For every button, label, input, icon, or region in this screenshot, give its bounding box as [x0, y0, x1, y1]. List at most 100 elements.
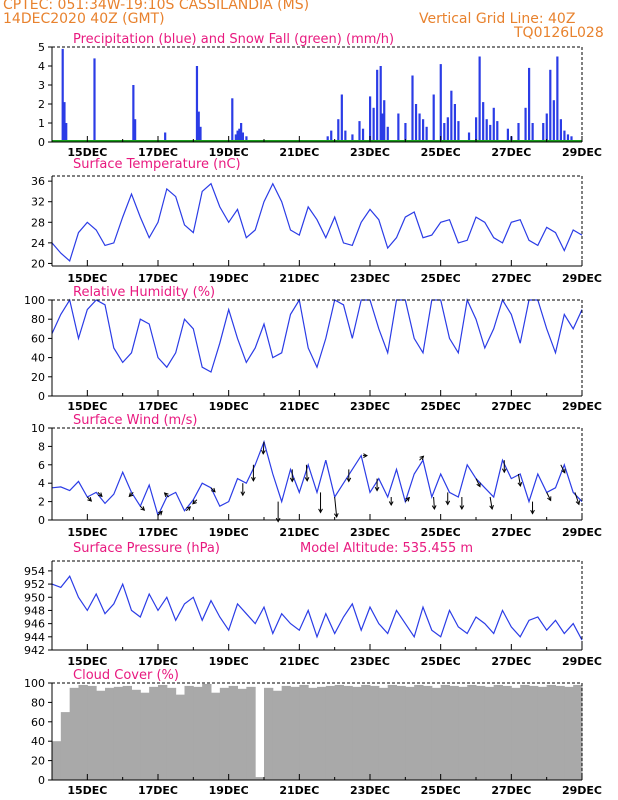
y-tick-label: 36	[31, 175, 45, 188]
y-tick-label: 1	[38, 117, 45, 130]
x-tick-label: 21DEC	[279, 655, 319, 668]
cloud-bar	[184, 685, 194, 780]
x-tick-label: 19DEC	[209, 400, 249, 413]
wind-arrow	[489, 496, 493, 510]
precip-bar	[563, 130, 566, 142]
wind-arrowhead	[318, 508, 323, 514]
cloud-bar	[537, 686, 548, 780]
y-tick-label: 952	[24, 578, 45, 591]
precip-bar	[241, 132, 244, 142]
precip-bar	[340, 94, 343, 142]
precip-bar	[231, 98, 234, 142]
y-tick-label: 2	[38, 496, 45, 509]
wind-arrowhead	[431, 505, 437, 511]
x-tick-label: 15DEC	[67, 655, 107, 668]
grid-note: Vertical Grid Line: 40Z	[419, 11, 576, 27]
x-tick-label: 29DEC	[562, 655, 602, 668]
x-tick-label: 21DEC	[279, 526, 319, 539]
precip-bar	[197, 111, 200, 142]
precip-bar	[443, 123, 446, 142]
precip-bar	[453, 104, 456, 142]
wind-arrow	[574, 492, 580, 505]
precip-bar	[489, 124, 492, 142]
wind-arrowhead	[363, 453, 368, 458]
cloud-bar	[387, 684, 397, 780]
wind-arrowhead	[374, 486, 380, 492]
y-tick-label: 4	[38, 477, 45, 490]
precip-bar	[63, 102, 66, 142]
precip-bar	[236, 130, 239, 142]
precip-bar	[566, 134, 570, 142]
x-tick-label: 29DEC	[562, 272, 602, 285]
series-line	[51, 182, 583, 262]
x-tick-label: 15DEC	[67, 526, 107, 539]
x-tick-label: 19DEC	[209, 146, 249, 159]
precip-bar	[528, 67, 531, 142]
precip-bar	[418, 113, 421, 142]
wind-arrowhead	[87, 497, 93, 502]
panel-title: Surface Pressure (hPa)	[73, 541, 220, 556]
x-tick-label: 23DEC	[350, 655, 390, 668]
wind-arrowhead	[575, 500, 581, 506]
wind-arrowhead	[501, 468, 507, 474]
panel-subtitle: Model Altitude: 535.455 m	[300, 541, 473, 556]
cloud-bar	[325, 685, 336, 780]
wind-arrowhead	[261, 449, 266, 455]
y-tick-label: 0	[38, 774, 45, 787]
cloud-bar	[246, 686, 256, 780]
cloud-bar	[484, 686, 495, 780]
cloud-bar	[175, 694, 185, 780]
x-tick-label: 27DEC	[491, 526, 531, 539]
y-tick-label: 942	[24, 644, 45, 657]
y-tick-label: 3	[38, 79, 45, 92]
x-tick-label: 27DEC	[491, 655, 531, 668]
precip-bar	[542, 123, 545, 142]
x-tick-label: 17DEC	[138, 526, 178, 539]
y-tick-label: 80	[31, 313, 45, 326]
x-tick-label: 21DEC	[279, 272, 319, 285]
precip-bar	[404, 123, 407, 142]
x-tick-label: 25DEC	[421, 655, 461, 668]
x-tick-label: 17DEC	[138, 655, 178, 668]
x-tick-label: 23DEC	[350, 146, 390, 159]
precip-bar	[379, 66, 382, 142]
wind-arrowhead	[547, 496, 552, 502]
x-tick-label: 23DEC	[350, 784, 390, 797]
cloud-bar	[458, 686, 468, 780]
x-tick-label: 15DEC	[67, 784, 107, 797]
cloud-bar	[87, 685, 97, 780]
precip-bar	[422, 119, 425, 142]
cloud-bar	[272, 690, 283, 780]
precip-bar	[330, 130, 333, 142]
wind-arrowhead	[561, 468, 566, 474]
x-tick-label: 21DEC	[279, 400, 319, 413]
cloud-bar	[60, 712, 71, 780]
wind-arrowhead	[192, 499, 197, 505]
precip-bar	[397, 113, 400, 142]
panel-title: Surface Wind (m/s)	[73, 413, 197, 428]
y-tick-label: 32	[31, 196, 45, 209]
precip-bar	[386, 126, 389, 142]
x-tick-label: 27DEC	[491, 784, 531, 797]
cloud-bar	[555, 685, 565, 780]
precip-bar	[65, 123, 68, 142]
y-tick-label: 2	[38, 98, 45, 111]
y-tick-label: 0	[38, 390, 45, 403]
x-tick-label: 21DEC	[279, 784, 319, 797]
precip-bar	[383, 100, 386, 142]
precip-bar	[446, 117, 449, 142]
wind-arrow	[517, 473, 521, 487]
precip-bar	[482, 102, 485, 142]
cloud-bar	[511, 687, 521, 780]
wind-arrowhead	[251, 477, 256, 482]
cloud-bar	[193, 686, 203, 780]
cloud-bar	[290, 686, 300, 780]
precip-bar	[369, 96, 372, 142]
precip-bar	[425, 126, 428, 142]
precip-bar	[199, 126, 202, 142]
x-tick-label: 29DEC	[562, 146, 602, 159]
precip-bar	[467, 132, 471, 142]
wind-arrowhead	[333, 513, 339, 519]
y-tick-label: 100	[24, 677, 45, 690]
